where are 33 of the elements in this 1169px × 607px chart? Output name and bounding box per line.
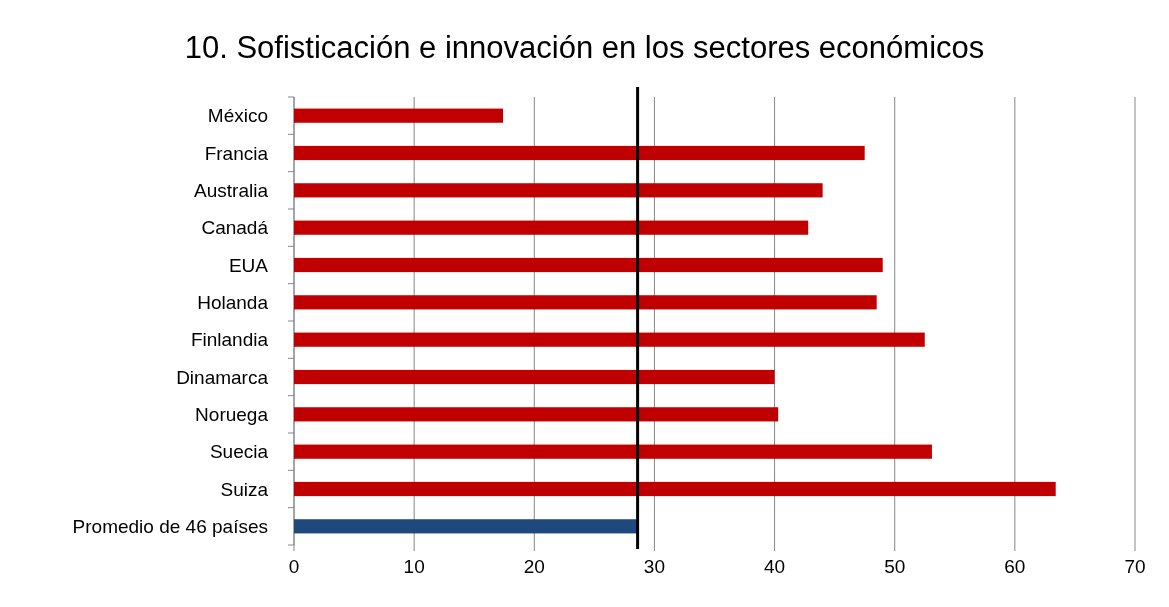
bar	[294, 145, 865, 161]
bar	[294, 407, 779, 422]
bar	[294, 332, 925, 347]
x-tick-label: 20	[523, 556, 545, 577]
y-tick-label: Finlandia	[190, 329, 269, 351]
y-tick-label: Francia	[204, 142, 269, 164]
bar	[294, 257, 883, 273]
bar	[294, 108, 504, 123]
y-tick-label: Promedio de 46 países	[72, 515, 268, 537]
chart-title: 10. Sofisticación e innovación en los sectores económicos	[184, 30, 985, 65]
y-tick-label: Holanda	[197, 291, 269, 313]
bar	[294, 183, 823, 198]
bar	[294, 519, 638, 534]
x-tick-label: 60	[1004, 556, 1026, 577]
y-tick-label: Suecia	[209, 441, 269, 463]
x-tick-label: 50	[884, 556, 906, 577]
bar	[294, 444, 932, 459]
y-tick-label: Canadá	[201, 217, 269, 239]
y-tick-label: EUA	[228, 254, 269, 276]
bar	[294, 220, 809, 235]
y-tick-label: Suiza	[220, 478, 269, 500]
x-tick-label: 10	[403, 556, 425, 577]
y-tick-label: Dinamarca	[176, 366, 269, 388]
bar	[294, 369, 775, 385]
x-tick-label: 70	[1124, 556, 1146, 577]
bar	[294, 295, 877, 310]
x-tick-label: 40	[764, 556, 786, 577]
y-tick-label: México	[207, 105, 268, 127]
y-tick-label: Noruega	[195, 403, 269, 425]
x-tick-label: 0	[288, 556, 300, 577]
y-tick-label: Australia	[194, 179, 269, 201]
x-tick-label: 30	[643, 556, 665, 577]
bar	[294, 481, 1056, 497]
